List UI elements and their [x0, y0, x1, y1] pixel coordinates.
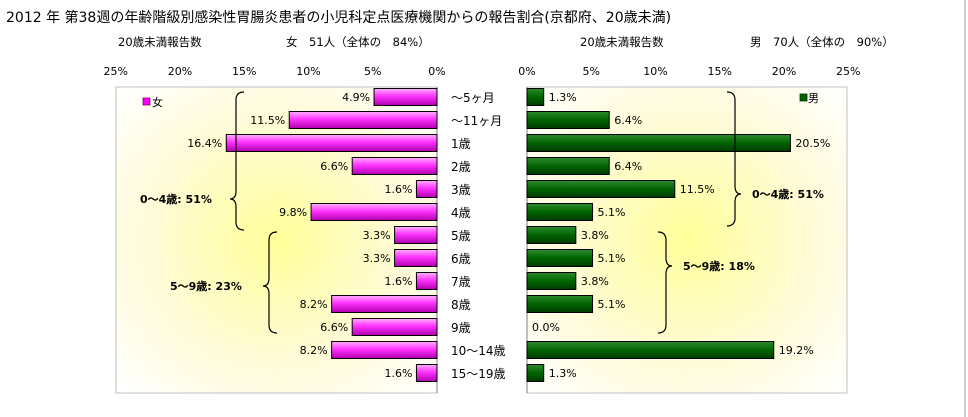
female-bar [415, 364, 438, 382]
male-data-label: 1.3% [549, 367, 577, 380]
category-label: ～5ヶ月 [451, 91, 495, 105]
male-data-label: 5.1% [598, 298, 626, 311]
male-bar [526, 364, 545, 382]
female-bar [331, 341, 438, 359]
male-bar [526, 180, 676, 198]
male-tick-label: 5% [583, 65, 600, 78]
male-subtitle-left: 20歳未満報告数 [580, 35, 664, 49]
female-group-2-label: 5～9歳: 23% [170, 279, 242, 293]
female-data-label: 3.3% [363, 252, 391, 265]
category-label: 3歳 [451, 183, 471, 197]
male-data-label: 6.4% [614, 160, 642, 173]
female-bar [331, 295, 438, 313]
female-legend-label: 女 [152, 95, 163, 109]
female-bar [225, 134, 438, 152]
female-bar [373, 88, 438, 106]
female-legend-swatch [142, 97, 151, 106]
female-bar [288, 111, 438, 129]
female-bar [351, 157, 438, 175]
category-label: 5歳 [451, 229, 471, 243]
female-data-label: 8.2% [300, 344, 328, 357]
male-group-2-brace [657, 231, 673, 334]
category-label: 9歳 [451, 321, 471, 335]
male-bar [526, 134, 791, 152]
category-label: 2歳 [451, 160, 471, 174]
male-data-label: 5.1% [598, 252, 626, 265]
female-tick-label: 25% [104, 65, 128, 78]
category-label: 8歳 [451, 298, 471, 312]
female-data-label: 1.6% [384, 275, 412, 288]
female-data-label: 16.4% [187, 137, 222, 150]
male-bar [526, 226, 577, 244]
female-bar [415, 180, 438, 198]
female-bar [310, 203, 438, 221]
female-data-label: 1.6% [384, 183, 412, 196]
female-subtitle-right: 女 51人（全体の 84%） [286, 35, 430, 49]
male-bar [526, 203, 594, 221]
female-tick-label: 15% [232, 65, 256, 78]
category-label: ～11ヶ月 [451, 114, 502, 128]
category-label: 4歳 [451, 206, 471, 220]
category-label: 1歳 [451, 137, 471, 151]
female-data-label: 6.6% [320, 160, 348, 173]
male-tick-label: 25% [836, 65, 860, 78]
male-bar [526, 295, 594, 313]
category-label: 7歳 [451, 275, 471, 289]
male-bar [526, 157, 610, 175]
male-data-label: 5.1% [598, 206, 626, 219]
male-bar [526, 341, 775, 359]
male-bar [526, 88, 545, 106]
female-data-label: 3.3% [363, 229, 391, 242]
female-data-label: 9.8% [279, 206, 307, 219]
male-data-label: 11.5% [680, 183, 715, 196]
male-data-label: 19.2% [779, 344, 814, 357]
category-label: 15～19歳 [451, 367, 506, 381]
male-data-label: 1.3% [549, 91, 577, 104]
female-bar [415, 272, 438, 290]
male-group-2-label: 5～9歳: 18% [683, 259, 755, 273]
male-data-label: 20.5% [795, 137, 830, 150]
male-legend-label: 男 [808, 92, 819, 105]
male-tick-label: 20% [772, 65, 796, 78]
female-tick-label: 20% [168, 65, 192, 78]
male-tick-label: 10% [643, 65, 667, 78]
female-data-label: 4.9% [342, 91, 370, 104]
female-group-1-brace [229, 91, 245, 231]
female-data-label: 1.6% [384, 367, 412, 380]
male-data-label: 3.8% [581, 229, 609, 242]
female-bar [394, 226, 438, 244]
male-legend-swatch [799, 93, 808, 102]
female-tick-label: 5% [364, 65, 381, 78]
male-data-label: 3.8% [581, 275, 609, 288]
male-data-label: 6.4% [614, 114, 642, 127]
male-data-label: 0.0% [532, 321, 560, 334]
female-subtitle-left: 20歳未満報告数 [118, 35, 202, 49]
male-tick-label: 15% [708, 65, 732, 78]
male-subtitle-right: 男 70人（全体の 90%） [750, 35, 894, 49]
female-tick-label: 10% [296, 65, 320, 78]
female-bar [394, 249, 438, 267]
male-bar [526, 111, 610, 129]
chart-title: 2012 年 第38週の年齢階級別感染性胃腸炎患者の小児科定点医療機関からの報告… [6, 9, 671, 26]
male-bar [526, 249, 594, 267]
female-group-2-brace [262, 231, 278, 334]
male-group-1-brace [726, 91, 742, 227]
female-tick-label: 0% [428, 65, 445, 78]
male-tick-label: 0% [518, 65, 535, 78]
category-label: 6歳 [451, 252, 471, 266]
female-data-label: 8.2% [300, 298, 328, 311]
female-data-label: 11.5% [250, 114, 285, 127]
female-data-label: 6.6% [320, 321, 348, 334]
male-bar [526, 272, 577, 290]
male-group-1-label: 0～4歳: 51% [752, 187, 824, 201]
female-group-1-label: 0～4歳: 51% [140, 192, 212, 206]
female-bar [351, 318, 438, 336]
category-label: 10～14歳 [451, 344, 506, 358]
